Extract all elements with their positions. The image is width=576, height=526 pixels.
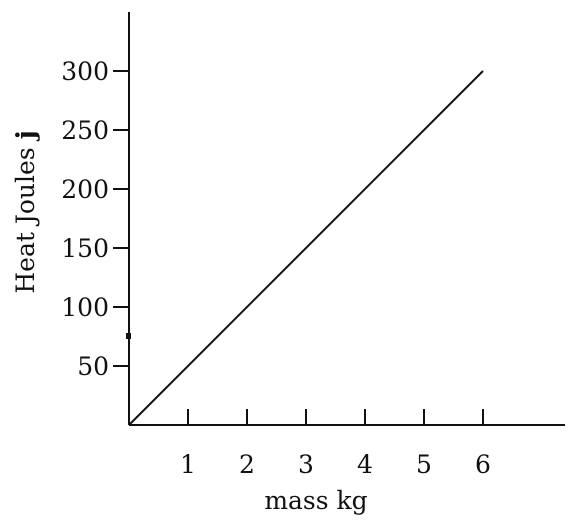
y-tick-label: 300: [61, 57, 109, 86]
y-axis-label: Heat Joules j: [11, 130, 40, 293]
y-axis-label-unit: j: [11, 130, 40, 141]
x-ticks: 1 2 3 4 5 6: [180, 409, 491, 479]
x-tick-label: 6: [475, 450, 491, 479]
x-axis-label: mass kg: [264, 486, 367, 515]
y-axis-label-group: Heat Joules j: [11, 130, 40, 293]
y-tick-label: 200: [61, 175, 109, 204]
y-axis-label-text: Heat Joules: [11, 139, 40, 293]
series-line: [128, 70, 484, 426]
axis-mark: [126, 333, 131, 339]
x-tick-label: 2: [239, 450, 255, 479]
x-tick-label: 4: [357, 450, 373, 479]
y-tick-label: 150: [61, 234, 109, 263]
x-tick-label: 5: [416, 450, 432, 479]
axes: [128, 12, 565, 426]
x-tick-label: 3: [298, 450, 314, 479]
series: [128, 70, 484, 426]
x-tick-label: 1: [180, 450, 196, 479]
y-tick-label: 250: [61, 116, 109, 145]
y-ticks: 50 100 150 200 250 300: [61, 57, 129, 381]
y-tick-label: 50: [77, 352, 109, 381]
y-tick-label: 100: [61, 293, 109, 322]
